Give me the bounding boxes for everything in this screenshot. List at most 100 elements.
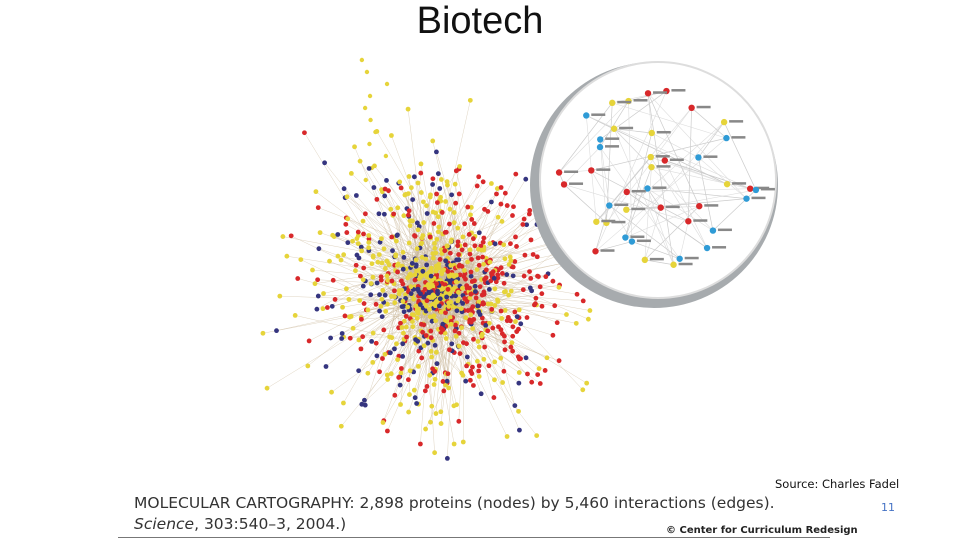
- node: [521, 273, 527, 279]
- edge: [399, 176, 479, 331]
- node: [482, 277, 487, 282]
- edge: [331, 324, 425, 393]
- inset-node-label: [601, 219, 616, 223]
- node: [510, 264, 516, 270]
- node: [417, 302, 423, 307]
- node: [468, 212, 473, 218]
- node: [521, 216, 527, 222]
- node: [444, 378, 450, 384]
- node: [537, 381, 543, 386]
- node: [330, 277, 336, 283]
- node: [392, 294, 397, 300]
- node: [439, 210, 445, 215]
- inset-node-label: [600, 249, 615, 252]
- node: [401, 309, 407, 315]
- node: [460, 301, 466, 306]
- node: [347, 335, 353, 341]
- node: [428, 419, 433, 425]
- node: [344, 194, 350, 200]
- node: [510, 348, 516, 354]
- edge: [414, 176, 435, 279]
- node: [415, 180, 421, 186]
- node: [389, 234, 395, 240]
- node: [407, 368, 413, 374]
- node: [397, 179, 403, 185]
- node: [523, 355, 529, 361]
- node: [490, 325, 496, 331]
- node: [407, 392, 412, 397]
- inset-node: [746, 185, 754, 192]
- node: [512, 403, 518, 409]
- node: [480, 239, 486, 245]
- node: [428, 335, 434, 341]
- node: [379, 314, 385, 319]
- node: [340, 304, 345, 310]
- node: [447, 279, 453, 285]
- node: [494, 186, 500, 191]
- inset-node-label: [656, 130, 671, 134]
- node: [260, 330, 266, 336]
- inset-node-label: [591, 113, 606, 116]
- node: [373, 301, 379, 307]
- edge: [411, 193, 497, 264]
- node: [446, 273, 452, 279]
- node: [552, 303, 558, 309]
- node: [418, 161, 424, 167]
- node: [431, 221, 437, 226]
- node: [401, 318, 407, 324]
- node: [431, 382, 437, 387]
- node: [455, 298, 461, 304]
- inset-node: [555, 169, 563, 176]
- node: [411, 312, 417, 318]
- node: [357, 158, 363, 164]
- node: [411, 174, 417, 180]
- inset-node: [592, 248, 599, 255]
- node: [536, 366, 542, 372]
- node: [442, 318, 448, 323]
- node: [537, 284, 543, 290]
- node: [415, 286, 421, 292]
- node: [413, 257, 419, 263]
- node: [335, 253, 341, 259]
- node: [329, 303, 335, 309]
- node: [374, 280, 380, 286]
- page-number: 11: [881, 501, 895, 514]
- node: [393, 253, 398, 259]
- inset-node-label: [696, 105, 711, 109]
- node: [434, 200, 440, 206]
- node: [495, 297, 500, 303]
- node: [504, 318, 510, 324]
- node: [403, 324, 409, 330]
- inset-node-label: [614, 203, 629, 207]
- node: [405, 377, 411, 383]
- node: [584, 380, 590, 386]
- node: [434, 281, 440, 287]
- node: [451, 220, 457, 226]
- inset-node: [709, 227, 717, 234]
- node: [378, 277, 384, 283]
- node: [411, 387, 417, 393]
- node: [429, 318, 435, 324]
- node: [580, 387, 586, 393]
- node: [432, 450, 438, 456]
- node: [406, 208, 412, 214]
- inset-node: [743, 195, 750, 202]
- node: [302, 130, 307, 136]
- node: [573, 320, 579, 326]
- node: [501, 280, 507, 286]
- node: [470, 364, 475, 370]
- inset-node-label: [684, 256, 699, 260]
- node: [408, 284, 414, 290]
- node: [463, 378, 469, 384]
- node: [430, 138, 436, 144]
- node: [475, 339, 481, 344]
- inset-edge: [698, 157, 747, 199]
- node: [544, 355, 550, 361]
- node: [448, 321, 454, 327]
- node: [380, 356, 385, 361]
- node: [316, 246, 322, 252]
- edge: [420, 178, 434, 259]
- node: [526, 211, 532, 217]
- node: [353, 193, 359, 198]
- node: [414, 308, 420, 314]
